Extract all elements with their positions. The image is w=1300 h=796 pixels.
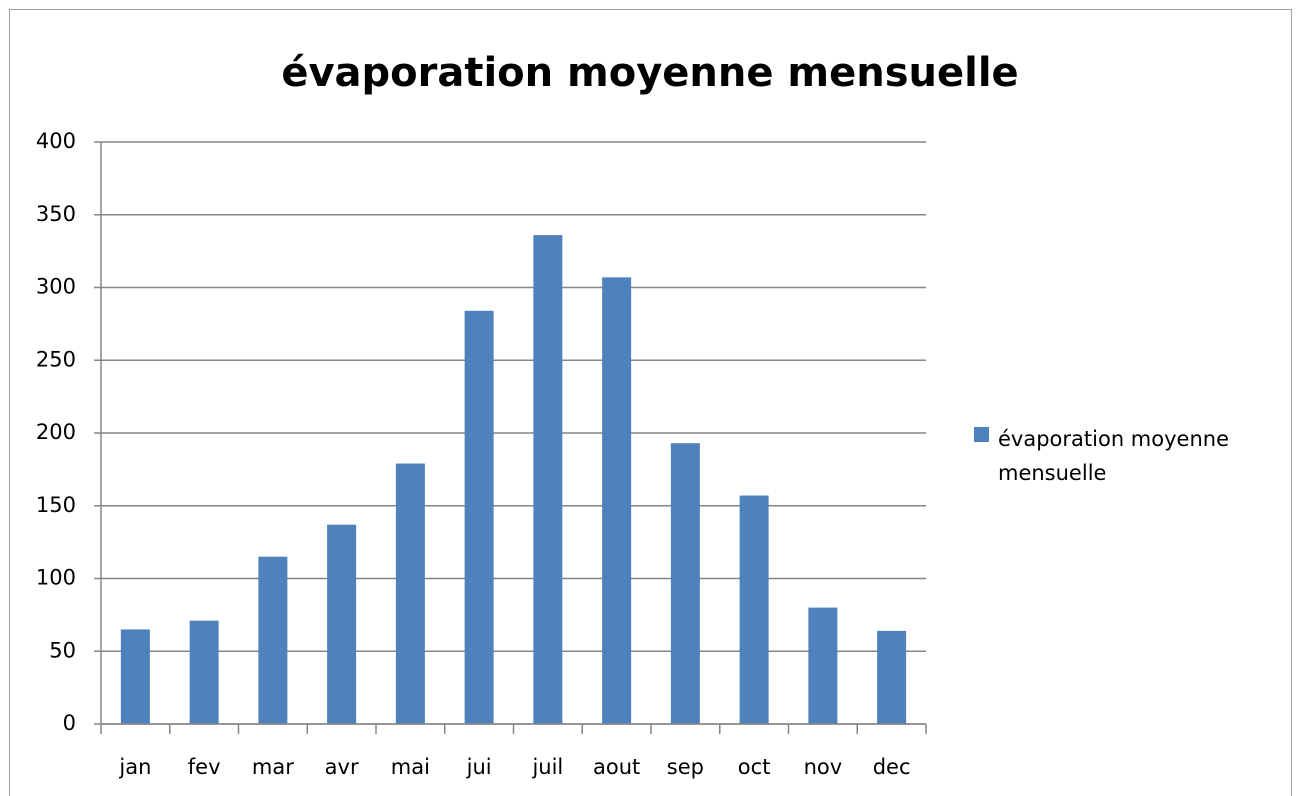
x-tick-label: juil — [531, 755, 563, 779]
bar — [327, 524, 357, 724]
y-tick-label: 200 — [36, 420, 76, 444]
x-tick-label: jui — [466, 755, 492, 779]
bar — [602, 277, 632, 724]
bar — [533, 235, 563, 724]
x-tick-label: nov — [804, 755, 843, 779]
bar — [808, 607, 838, 724]
x-tick-label: sep — [667, 755, 704, 779]
x-tick-label: mar — [252, 755, 294, 779]
bar — [670, 443, 700, 724]
x-tick-label: avr — [325, 755, 359, 779]
y-tick-label: 0 — [63, 711, 76, 735]
y-tick-label: 50 — [49, 638, 76, 662]
legend-swatch — [974, 427, 989, 442]
chart-frame — [9, 9, 1292, 796]
bar — [258, 556, 288, 724]
y-tick-label: 100 — [36, 566, 76, 590]
y-tick-label: 250 — [36, 347, 76, 371]
bar — [395, 463, 425, 724]
chart-title: évaporation moyenne mensuelle — [281, 50, 1018, 96]
bar — [189, 620, 219, 724]
y-tick-label: 150 — [36, 493, 76, 517]
x-tick-label: mai — [391, 755, 430, 779]
x-tick-label: dec — [873, 755, 911, 779]
x-tick-label: fev — [188, 755, 221, 779]
x-tick-label: aout — [593, 755, 640, 779]
y-tick-label: 350 — [36, 202, 76, 226]
x-tick-label: jan — [118, 755, 151, 779]
bar — [464, 310, 494, 724]
y-tick-label: 300 — [36, 275, 76, 299]
legend-label: évaporation moyenne mensuelle — [998, 427, 1229, 485]
y-tick-label: 400 — [36, 129, 76, 153]
bar — [739, 495, 769, 724]
bar — [877, 630, 907, 724]
x-tick-label: oct — [738, 755, 771, 779]
bar — [120, 629, 150, 724]
